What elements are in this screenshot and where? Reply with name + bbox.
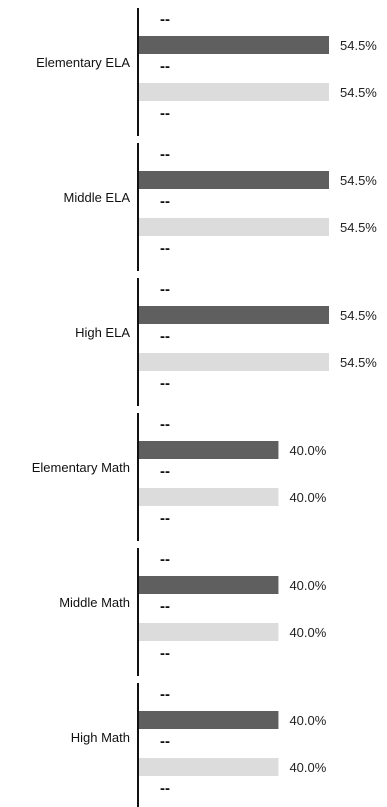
missing-marker: -- — [160, 105, 170, 122]
bar — [139, 623, 279, 641]
category-label: Elementary ELA — [36, 55, 130, 70]
bar — [139, 758, 279, 776]
data-label: 54.5% — [340, 308, 377, 323]
bar — [139, 218, 329, 236]
data-label: 40.0% — [289, 443, 326, 458]
missing-marker: -- — [160, 598, 170, 615]
missing-marker: -- — [160, 11, 170, 28]
bar — [139, 488, 279, 506]
missing-marker: -- — [160, 645, 170, 662]
missing-marker: -- — [160, 551, 170, 568]
bar — [139, 36, 329, 54]
missing-marker: -- — [160, 193, 170, 210]
missing-marker: -- — [160, 733, 170, 750]
category-label: Middle Math — [59, 595, 130, 610]
bar — [139, 83, 329, 101]
data-label: 54.5% — [340, 355, 377, 370]
missing-marker: -- — [160, 281, 170, 298]
category-label: Elementary Math — [32, 460, 130, 475]
data-label: 40.0% — [289, 713, 326, 728]
bar — [139, 306, 329, 324]
data-label: 54.5% — [340, 38, 377, 53]
missing-marker: -- — [160, 58, 170, 75]
data-label: 40.0% — [289, 760, 326, 775]
data-label: 54.5% — [340, 173, 377, 188]
bar — [139, 576, 279, 594]
missing-marker: -- — [160, 463, 170, 480]
bar — [139, 353, 329, 371]
bar — [139, 711, 279, 729]
category-label: High ELA — [75, 325, 130, 340]
data-label: 40.0% — [289, 578, 326, 593]
data-label: 40.0% — [289, 490, 326, 505]
bar — [139, 171, 329, 189]
missing-marker: -- — [160, 416, 170, 433]
missing-marker: -- — [160, 328, 170, 345]
missing-marker: -- — [160, 510, 170, 527]
category-label: Middle ELA — [64, 190, 131, 205]
missing-marker: -- — [160, 240, 170, 257]
missing-marker: -- — [160, 375, 170, 392]
bar — [139, 441, 279, 459]
data-label: 40.0% — [289, 625, 326, 640]
missing-marker: -- — [160, 146, 170, 163]
data-label: 54.5% — [340, 220, 377, 235]
missing-marker: -- — [160, 780, 170, 797]
missing-marker: -- — [160, 686, 170, 703]
data-label: 54.5% — [340, 85, 377, 100]
category-label: High Math — [71, 730, 130, 745]
